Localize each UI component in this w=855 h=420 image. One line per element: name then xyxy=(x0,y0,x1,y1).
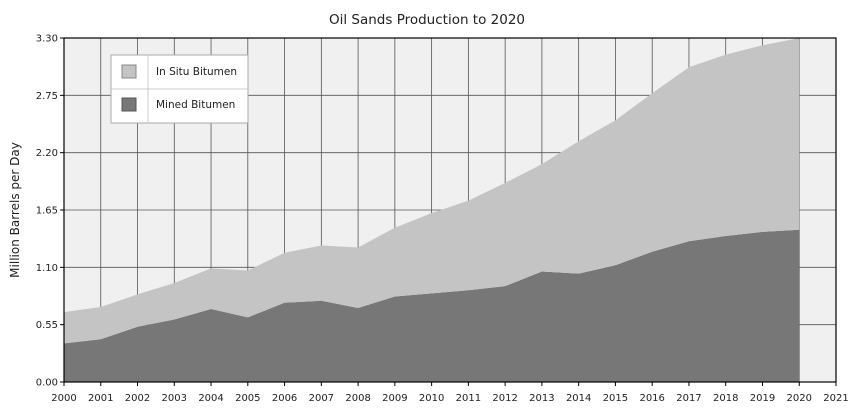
y-tick-label: 1.65 xyxy=(36,206,58,217)
x-tick-label: 2013 xyxy=(529,393,554,404)
x-tick-label: 2007 xyxy=(309,393,334,404)
x-tick-label: 2009 xyxy=(382,393,407,404)
y-tick-label: 1.10 xyxy=(36,263,58,274)
x-tick-label: 2003 xyxy=(162,393,187,404)
x-tick-label: 2002 xyxy=(125,393,150,404)
chart-title: Oil Sands Production to 2020 xyxy=(329,12,525,28)
x-tick-label: 2014 xyxy=(566,393,591,404)
x-tick-label: 2020 xyxy=(787,393,812,404)
x-tick-label: 2008 xyxy=(345,393,370,404)
legend-swatch-mined xyxy=(121,97,137,112)
x-axis-ticks: 2000 2001 2002 2003 2004 2005 2006 2007 2008 2009… xyxy=(51,382,849,404)
y-tick-label: 2.20 xyxy=(36,148,58,159)
area-in-situ-bitumen xyxy=(64,38,800,344)
legend-swatch-in-situ xyxy=(121,64,137,79)
legend-label-in-situ: In Situ Bitumen xyxy=(156,66,237,78)
x-tick-label: 2012 xyxy=(492,393,517,404)
x-tick-label: 2011 xyxy=(456,393,481,404)
y-tick-label: 0.00 xyxy=(36,378,58,389)
x-tick-label: 2017 xyxy=(676,393,701,404)
x-tick-label: 2010 xyxy=(419,393,444,404)
x-tick-label: 2004 xyxy=(198,393,223,404)
area-mined-bitumen xyxy=(64,229,800,382)
x-tick-label: 2019 xyxy=(750,393,775,404)
x-tick-label: 2018 xyxy=(713,393,738,404)
x-tick-label: 2016 xyxy=(639,393,664,404)
y-tick-label: 0.55 xyxy=(36,320,58,331)
x-tick-label: 2000 xyxy=(51,393,76,404)
area-series xyxy=(64,38,800,382)
x-tick-label: 2005 xyxy=(235,393,260,404)
y-axis-label: Million Barrels per Day xyxy=(8,142,22,278)
x-tick-label: 2001 xyxy=(88,393,113,404)
x-tick-label: 2021 xyxy=(823,393,848,404)
x-tick-label: 2006 xyxy=(272,393,297,404)
x-tick-label: 2015 xyxy=(603,393,628,404)
legend-label-mined: Mined Bitumen xyxy=(156,99,235,111)
legend: In Situ Bitumen Mined Bitumen xyxy=(110,54,249,124)
y-tick-label: 2.75 xyxy=(36,91,58,102)
y-axis-ticks: 0.00 0.55 1.10 1.65 2.20 2.75 3.30 xyxy=(36,34,64,389)
y-tick-label: 3.30 xyxy=(36,34,58,45)
